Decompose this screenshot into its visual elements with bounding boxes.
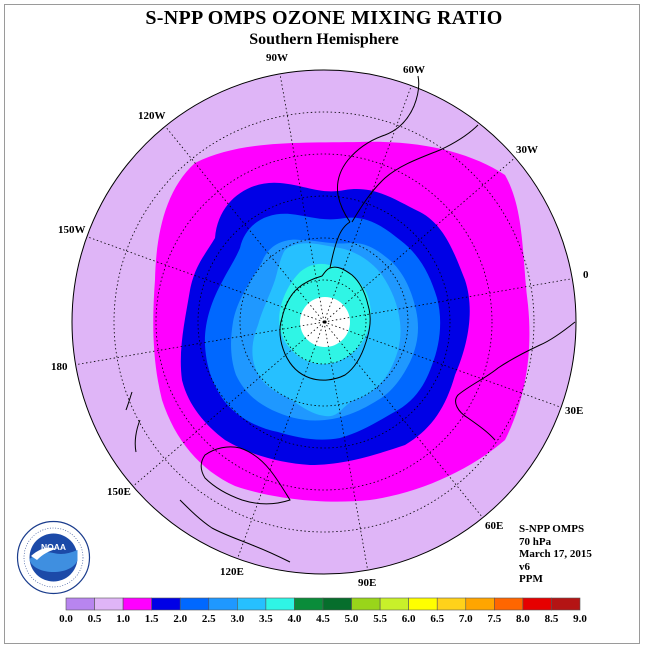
lon-label-150w: 150W bbox=[58, 224, 86, 236]
colorbar-swatch bbox=[179, 597, 210, 611]
lat-circle-50s bbox=[155, 153, 493, 491]
colorbar-swatch bbox=[408, 597, 438, 611]
colorbar-swatch bbox=[294, 597, 324, 611]
info-instrument: S-NPP OMPS bbox=[519, 523, 585, 535]
africa-coastline bbox=[455, 321, 576, 441]
noaa-logo-text: NOAA bbox=[41, 542, 66, 552]
new-zealand-coastline bbox=[125, 391, 141, 453]
colorbar-swatch bbox=[122, 597, 152, 611]
australia-coastline bbox=[200, 446, 291, 505]
colorbar-tick-label: 7.0 bbox=[459, 613, 473, 625]
noaa-logo: NOAA bbox=[16, 520, 91, 595]
lon-label-90w: 90W bbox=[266, 52, 288, 64]
plot-frame bbox=[4, 4, 640, 644]
colorbar-tick-label: 5.5 bbox=[373, 613, 387, 625]
colorbar-swatch bbox=[522, 597, 552, 611]
lon-label-30e: 30E bbox=[565, 405, 583, 417]
colorbar-tick-label: 9.0 bbox=[573, 613, 587, 625]
meridian-30w bbox=[323, 155, 518, 323]
lon-label-150e: 150E bbox=[107, 486, 131, 498]
graticule bbox=[73, 73, 576, 573]
colorbar-swatch bbox=[208, 597, 238, 611]
colorbar-tick-label: 3.0 bbox=[230, 613, 244, 625]
colorbar-tick-label: 0.5 bbox=[88, 613, 102, 625]
colorbar-swatch bbox=[65, 597, 95, 611]
colorbar-tick-label: 8.0 bbox=[516, 613, 530, 625]
colorbar-tick-label: 6.0 bbox=[402, 613, 416, 625]
australia-west-coastline bbox=[179, 499, 291, 563]
lon-label-60w: 60W bbox=[403, 64, 425, 76]
lon-label-90e: 90E bbox=[358, 577, 376, 589]
antarctica-coastline bbox=[279, 266, 371, 381]
lat-circle-60s bbox=[197, 195, 451, 449]
lon-label-30w: 30W bbox=[516, 144, 538, 156]
lon-label-120w: 120W bbox=[138, 110, 166, 122]
info-block: S-NPP OMPS 70 hPa March 17, 2015 v6 PPM bbox=[519, 523, 592, 586]
antarctic-peninsula-coastline bbox=[329, 221, 351, 269]
colorbar-tick-label: 7.5 bbox=[487, 613, 501, 625]
colorbar-tick-label: 2.0 bbox=[173, 613, 187, 625]
colorbar-tick-label: 3.5 bbox=[259, 613, 273, 625]
info-version: v6 bbox=[519, 560, 530, 573]
colorbar-tick-label: 8.5 bbox=[545, 613, 559, 625]
colorbar-tick-label: 2.5 bbox=[202, 613, 216, 625]
colorbar-swatch bbox=[265, 597, 295, 611]
info-units: PPM bbox=[519, 573, 543, 585]
colorbar-swatch bbox=[465, 597, 495, 611]
colorbar-swatch bbox=[94, 597, 124, 611]
colorbar-tick-label: 1.5 bbox=[145, 613, 159, 625]
colorbar-tick-label: 4.0 bbox=[288, 613, 302, 625]
lon-label-120e: 120E bbox=[220, 566, 244, 578]
map-boundary bbox=[71, 69, 577, 575]
info-level: 70 hPa bbox=[519, 535, 552, 548]
colorbar-swatch bbox=[151, 597, 181, 611]
south-america-coastline bbox=[337, 75, 420, 223]
map-subtitle: Southern Hemisphere bbox=[249, 31, 399, 48]
colorbar-swatch bbox=[237, 597, 267, 611]
colorbar-tick-label: 6.5 bbox=[430, 613, 444, 625]
colorbar-tick-label: 1.0 bbox=[116, 613, 130, 625]
lat-circle-80s bbox=[281, 279, 367, 365]
lon-label-0: 0 bbox=[583, 269, 589, 281]
colorbar-tick-label: 0.0 bbox=[59, 613, 73, 625]
meridian-0 bbox=[323, 277, 576, 323]
south-america-east-coastline bbox=[351, 124, 479, 223]
map-title: S-NPP OMPS OZONE MIXING RATIO bbox=[145, 7, 503, 29]
colorbar-swatch bbox=[379, 597, 409, 611]
colorbar-swatch bbox=[551, 597, 581, 611]
colorbar-swatch bbox=[494, 597, 524, 611]
south-pole-marker bbox=[323, 320, 327, 324]
lat-circle-70s bbox=[239, 237, 409, 407]
colorbar-swatch bbox=[351, 597, 381, 611]
colorbar-tick-label: 5.0 bbox=[345, 613, 359, 625]
info-date: March 17, 2015 bbox=[519, 548, 592, 560]
colorbar-swatch bbox=[436, 597, 467, 611]
meridian-150e bbox=[130, 321, 325, 489]
lon-label-180: 180 bbox=[51, 361, 68, 373]
colorbar-tick-label: 4.5 bbox=[316, 613, 330, 625]
coastlines bbox=[125, 75, 576, 563]
lon-label-60e: 60E bbox=[485, 520, 503, 532]
lat-circle-40s bbox=[113, 111, 535, 533]
colorbar-swatch bbox=[322, 597, 352, 611]
